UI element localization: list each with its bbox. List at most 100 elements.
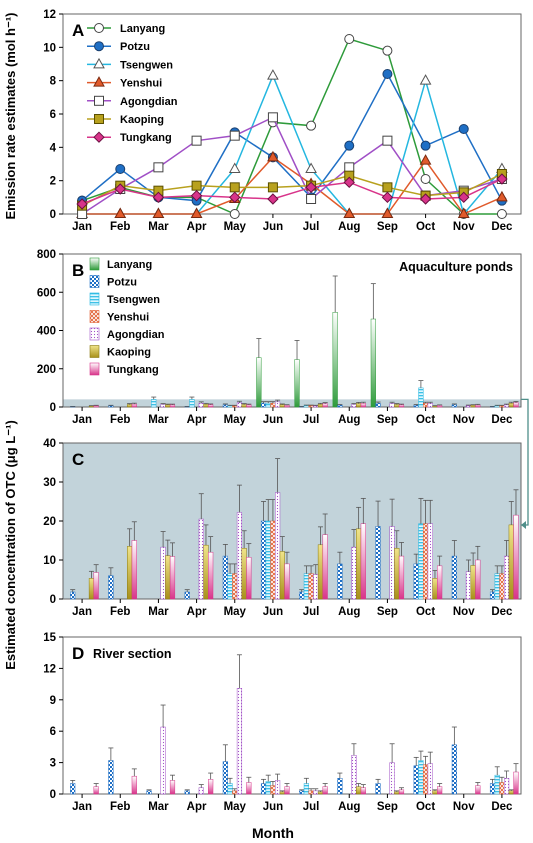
x-tick-label: Jul bbox=[303, 221, 320, 233]
x-tick-label: Apr bbox=[187, 221, 207, 233]
y-tick-label: 30 bbox=[43, 477, 56, 489]
data-point-potzu bbox=[420, 140, 431, 151]
bar-tungkang bbox=[169, 556, 176, 600]
bar-tungkang bbox=[360, 523, 366, 600]
y-tick-label: 10 bbox=[43, 42, 56, 54]
legend-label: Tsengwen bbox=[107, 294, 160, 306]
bar-tungkang bbox=[437, 786, 443, 795]
bar-tsengwen bbox=[494, 573, 500, 600]
bar-tsengwen bbox=[265, 520, 271, 600]
bar-tungkang bbox=[284, 563, 290, 600]
x-axis-label: Month bbox=[252, 825, 294, 841]
legend-swatch bbox=[89, 310, 100, 323]
data-point-agongdian bbox=[77, 209, 88, 219]
bar-kaoping bbox=[88, 405, 95, 408]
bar-potzu bbox=[337, 405, 343, 408]
panel-letter: B bbox=[72, 261, 84, 280]
bar-potzu bbox=[489, 783, 496, 795]
bar-agongdian bbox=[275, 780, 281, 795]
bar-yenshui bbox=[422, 764, 429, 795]
y-tick-label: 9 bbox=[50, 695, 56, 707]
bar-agongdian bbox=[465, 405, 472, 408]
legend-label: Lanyang bbox=[107, 259, 152, 271]
data-point-agongdian bbox=[267, 112, 278, 123]
bar-lanyang bbox=[294, 359, 300, 408]
bar-kaoping bbox=[317, 404, 324, 408]
data-point-lanyang bbox=[306, 120, 317, 131]
legend-marker bbox=[94, 114, 104, 124]
bar-tsengwen bbox=[265, 781, 271, 795]
data-point-kaoping bbox=[229, 182, 240, 193]
bar-potzu bbox=[413, 563, 419, 600]
bar-kaoping bbox=[127, 546, 133, 600]
x-tick-label: Jun bbox=[263, 606, 283, 618]
legend-label: Lanyang bbox=[120, 23, 165, 35]
bar-tungkang bbox=[475, 785, 481, 795]
data-point-kaoping bbox=[382, 182, 393, 193]
bar-tsengwen bbox=[303, 573, 309, 600]
bar-agongdian bbox=[236, 512, 243, 600]
bar-kaoping bbox=[394, 791, 400, 795]
bar-potzu bbox=[413, 405, 419, 408]
x-tick-label: Feb bbox=[110, 221, 130, 233]
bracket-line bbox=[521, 398, 529, 526]
bar-agongdian bbox=[504, 555, 510, 600]
x-tick-label: Dec bbox=[491, 414, 513, 426]
bar-kaoping bbox=[203, 404, 209, 408]
bar-tungkang bbox=[246, 404, 252, 408]
data-point-tungkang bbox=[76, 198, 88, 210]
bar-kaoping bbox=[470, 565, 476, 600]
y-tick-label: 10 bbox=[43, 555, 56, 567]
bar-tungkang bbox=[398, 404, 405, 408]
panel-a: 0 2 4 6 8 10 12 Jan Feb Mar Apr May Jun Jul Aug Sep Oct N… bbox=[43, 9, 522, 233]
x-tick-label: Jul bbox=[303, 414, 320, 426]
x-tick-label: Dec bbox=[491, 221, 513, 233]
data-point-tungkang bbox=[229, 191, 241, 204]
bar-tungkang bbox=[208, 551, 214, 600]
bar-tungkang bbox=[398, 789, 405, 795]
data-point-yenshui bbox=[152, 207, 165, 218]
data-point-agongdian bbox=[306, 194, 317, 204]
bar-tsengwen bbox=[227, 573, 233, 600]
x-tick-label: Aug bbox=[338, 606, 360, 618]
legend-label: Agongdian bbox=[107, 329, 165, 341]
bar-agongdian bbox=[198, 402, 204, 408]
x-tick-label: Jul bbox=[303, 801, 320, 813]
data-point-tungkang bbox=[305, 181, 317, 194]
y-tick-label: 0 bbox=[50, 594, 56, 606]
bar-agongdian bbox=[313, 574, 319, 600]
legend-marker bbox=[94, 41, 104, 52]
bar-tungkang bbox=[208, 404, 214, 408]
x-tick-label: Dec bbox=[491, 606, 513, 618]
bar-tsengwen bbox=[303, 405, 309, 408]
zoom-connector bbox=[521, 398, 529, 529]
x-tick-label: Nov bbox=[453, 221, 475, 233]
bar-potzu bbox=[299, 591, 305, 600]
x-tick-label: Oct bbox=[416, 801, 435, 813]
bar-tsengwen bbox=[227, 405, 233, 408]
bar-agongdian bbox=[198, 787, 204, 795]
data-point-kaoping bbox=[191, 180, 202, 191]
bar-yenshui bbox=[499, 573, 505, 600]
data-point-agongdian bbox=[382, 135, 393, 146]
x-tick-label: Aug bbox=[338, 221, 360, 233]
legend-label: Potzu bbox=[120, 41, 150, 53]
y-tick-label: 800 bbox=[37, 249, 56, 261]
bar-kaoping bbox=[165, 404, 171, 408]
bar-kaoping bbox=[279, 551, 285, 600]
bar-tsengwen bbox=[151, 399, 157, 408]
bar-tungkang bbox=[208, 779, 214, 795]
zoom-region-shade bbox=[63, 399, 521, 407]
x-tick-label: Aug bbox=[338, 801, 360, 813]
bar-agongdian bbox=[275, 492, 281, 600]
panel-b: 0 200 400 600 800 Jan Feb Mar Apr May Jun Jul Aug Sep… bbox=[37, 249, 522, 426]
bar-potzu bbox=[299, 790, 305, 795]
bar-agongdian bbox=[160, 404, 166, 408]
y-tick-label: 0 bbox=[50, 209, 56, 221]
bar-kaoping bbox=[317, 544, 324, 600]
data-point-lanyang bbox=[420, 174, 431, 184]
x-tick-label: Oct bbox=[416, 414, 435, 426]
x-tick-label: Mar bbox=[148, 801, 169, 813]
bar-potzu bbox=[108, 760, 114, 795]
bar-potzu bbox=[222, 761, 228, 795]
